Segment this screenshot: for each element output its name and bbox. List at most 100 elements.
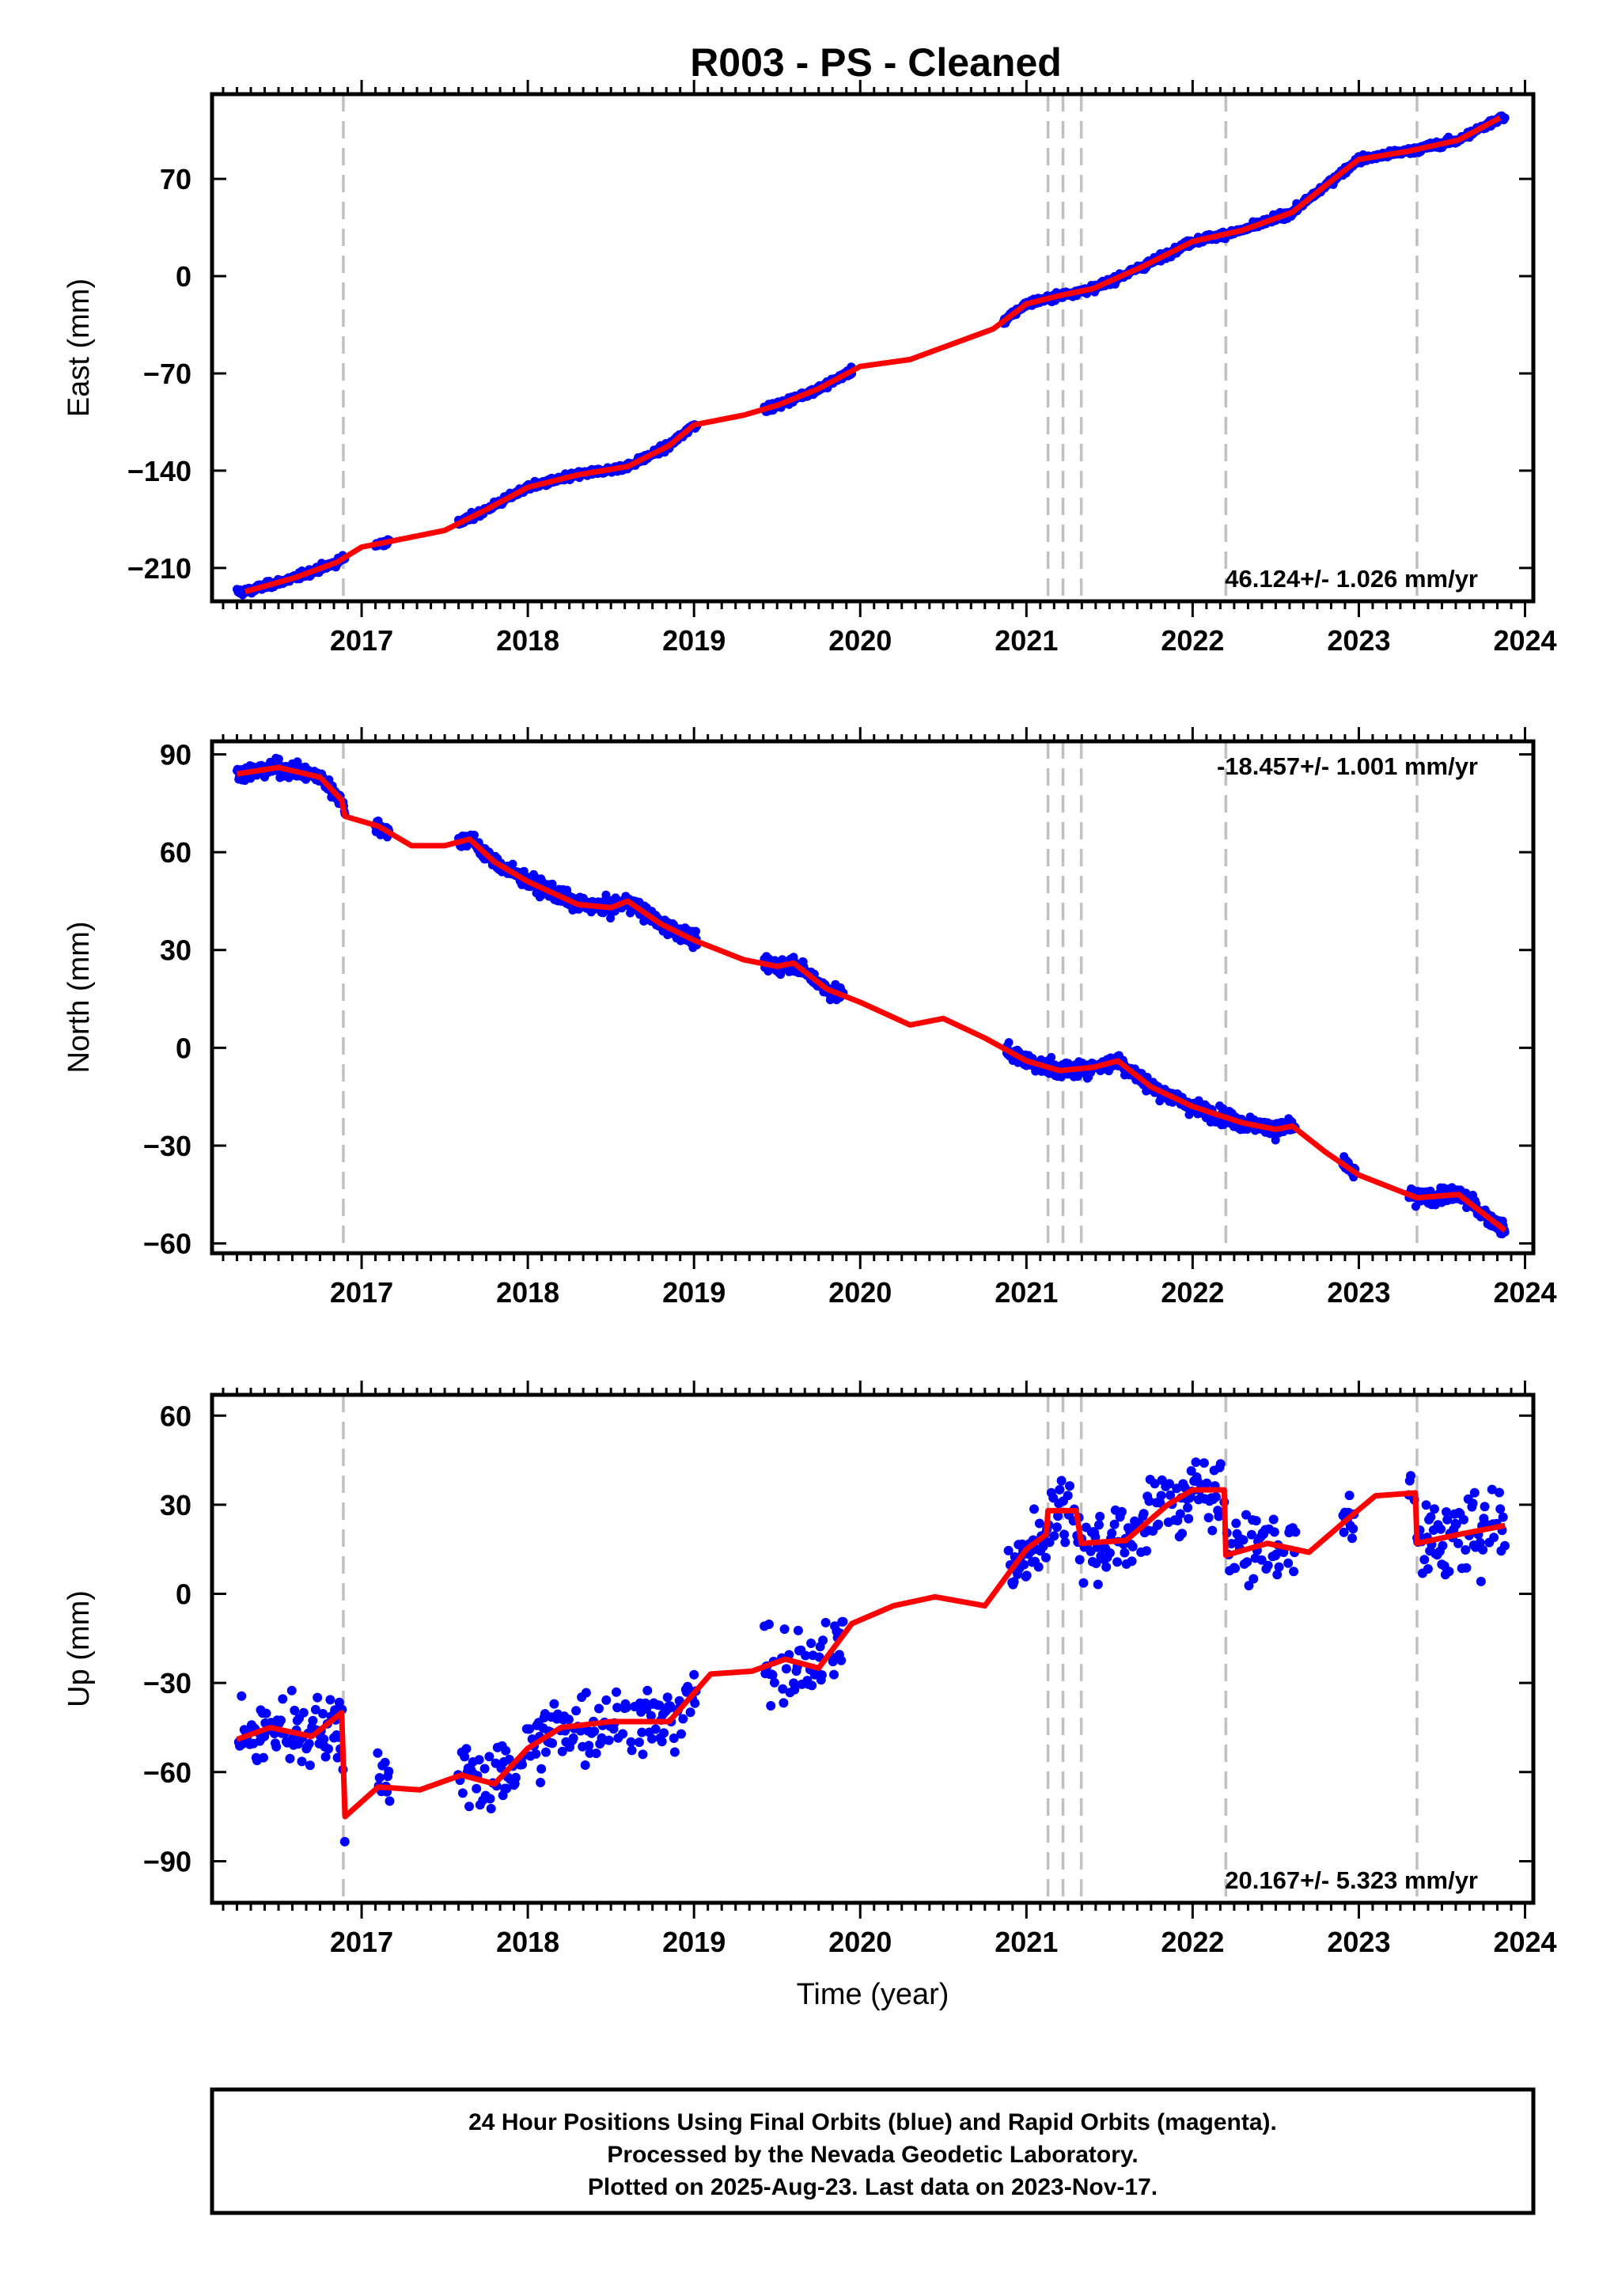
data-point [548,1738,558,1749]
data-point [1271,1135,1280,1145]
data-point [1421,1500,1431,1510]
data-point [308,1715,318,1726]
data-point [604,1735,614,1745]
data-point [1127,1556,1137,1567]
data-point [601,890,611,900]
data-point [1165,1490,1176,1500]
data-point [1489,1533,1499,1543]
data-point [1127,1541,1138,1552]
data-point [286,1685,297,1695]
data-point [1461,1563,1472,1573]
data-point [601,1695,612,1705]
x-tick-label: 2017 [330,624,393,657]
data-point [1207,1525,1218,1536]
data-point [261,1708,271,1718]
data-point [1144,1496,1154,1506]
data-point [790,1684,800,1695]
data-point [320,1752,331,1762]
x-tick-label: 2019 [662,1276,726,1309]
data-point [259,1752,268,1763]
plot-frame [210,92,1536,604]
data-point [325,1695,335,1705]
data-point [1107,1528,1117,1538]
up-panel: −90 −60 −30 0 30 60 2017 2018 2019 2020 2021 2022 20… [63,1381,1557,2011]
data-point [557,1746,567,1756]
data-point [676,1729,686,1739]
data-point [319,1734,329,1745]
data-point [1444,1567,1454,1577]
data-point [1436,1524,1446,1534]
data-point [669,1733,679,1743]
data-point [1244,1581,1254,1591]
data-point [1051,1522,1062,1533]
data-point [1177,1529,1188,1539]
y-tick-label: 60 [160,836,191,869]
data-point [304,1738,314,1749]
data-point [1056,1476,1067,1486]
data-point [637,1727,647,1737]
data-point [612,1687,621,1697]
data-point [618,1729,628,1739]
data-point [575,1726,585,1736]
data-point [1268,1514,1279,1525]
data-point [1238,1535,1249,1545]
x-tick-label: 2023 [1327,1926,1390,1958]
data-point [1344,1491,1355,1501]
data-point [692,926,700,936]
data-point [581,1688,591,1698]
y-tick-label: −140 [127,455,191,487]
y-tick-label: 0 [176,260,191,293]
y-tick-label: −30 [143,1667,191,1699]
x-tick-label: 2023 [1327,624,1390,657]
data-point [1095,1511,1105,1521]
data-point [384,1767,394,1776]
data-point [474,1755,484,1765]
data-point [502,1783,512,1794]
data-point [484,1752,494,1762]
data-point [769,1677,779,1688]
data-point [470,831,479,839]
north-panel: −60 −30 0 30 60 90 2017 2018 2019 2020 2021 2022 202… [63,727,1557,1309]
data-point [464,1802,474,1812]
data-point [1155,1498,1165,1508]
x-tick-label: 2021 [995,624,1058,657]
x-axis-label: Time (year) [797,1978,949,2011]
data-point [778,1684,788,1694]
data-point [642,1685,653,1695]
data-point [1109,1519,1120,1529]
data-point [339,1836,350,1847]
data-point [237,1691,247,1701]
data-point [332,1752,343,1763]
data-point [662,1692,673,1703]
data-point [1049,1531,1059,1541]
data-point [1165,1479,1174,1489]
data-point [612,1703,623,1713]
x-tick-label: 2018 [496,1276,559,1309]
data-point [385,1796,395,1806]
data-point [1480,1502,1490,1512]
footer-line-1: 24 Hour Positions Using Final Orbits (bl… [468,2109,1277,2135]
data-point [1120,1548,1130,1558]
data-point [486,1804,496,1813]
data-point [563,1714,574,1725]
data-point [1419,1555,1430,1565]
plot-frame [210,739,1536,1256]
data-point [1033,1562,1044,1572]
data-point [1199,1458,1209,1468]
data-point [1211,1492,1221,1502]
east-panel: −210 −140 −70 0 70 2017 2018 2019 2020 2021 2022 20… [63,80,1557,657]
data-point [1459,1514,1468,1525]
y-tick-label: −60 [143,1756,191,1789]
data-point [580,1760,590,1770]
data-point [838,1616,848,1627]
x-tick-label: 2020 [828,624,892,657]
x-tick-label: 2019 [662,1926,726,1958]
y-tick-label: 90 [160,738,191,771]
data-point [1116,1506,1127,1517]
data-point [678,1714,688,1724]
x-tick-label: 2021 [995,1276,1058,1309]
x-tick-label: 2024 [1493,1926,1556,1958]
data-point [1451,1519,1461,1529]
data-point [297,1756,307,1767]
x-tick-label: 2021 [995,1926,1058,1958]
